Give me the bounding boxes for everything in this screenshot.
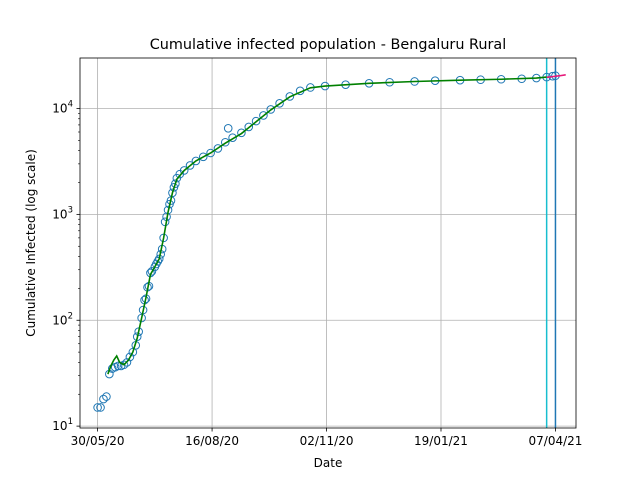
observed-data-point bbox=[285, 92, 295, 101]
y-tick-label: 103 bbox=[52, 205, 73, 221]
fitted-series-line bbox=[107, 76, 547, 375]
tick-layer: 30/05/20 16/08/20 02/11/20 19/01/21 07/04/21… bbox=[52, 100, 582, 448]
x-tick-label: 30/05/20 bbox=[71, 434, 125, 448]
x-tick-label: 07/04/21 bbox=[529, 434, 583, 448]
observed-data-point bbox=[223, 124, 233, 133]
observed-data-point bbox=[198, 152, 208, 162]
x-axis-title: Date bbox=[314, 456, 343, 470]
y-tick-label: 101 bbox=[52, 417, 73, 433]
observed-data-point bbox=[244, 122, 254, 132]
observed-data-point bbox=[191, 156, 201, 166]
observed-data-point bbox=[122, 358, 132, 367]
observed-data-point bbox=[99, 394, 108, 404]
y-tick-base: 10 bbox=[52, 102, 67, 116]
y-tick-base: 10 bbox=[52, 313, 67, 327]
observed-data-point bbox=[96, 403, 105, 412]
x-tick-label: 16/08/20 bbox=[185, 434, 239, 448]
observed-data-point bbox=[251, 116, 261, 126]
observed-data-point bbox=[153, 257, 163, 266]
plot-frame bbox=[79, 57, 577, 429]
observed-data-point bbox=[119, 360, 129, 370]
y-tick-label: 102 bbox=[52, 311, 73, 327]
observed-data-point bbox=[206, 148, 215, 158]
y-tick-label: 104 bbox=[52, 100, 73, 116]
observed-data-point bbox=[266, 105, 276, 114]
observed-data-point bbox=[171, 179, 180, 188]
observed-data-point bbox=[125, 352, 135, 362]
observed-data-point bbox=[275, 99, 284, 108]
series-layer bbox=[93, 71, 566, 412]
y-axis-title: Cumulative Infected (log scale) bbox=[24, 149, 38, 337]
observed-data-point bbox=[102, 392, 111, 401]
forecast-series-line bbox=[546, 74, 566, 79]
y-tick-exponent: 3 bbox=[68, 205, 73, 215]
observed-data-point bbox=[259, 111, 268, 120]
observed-data-point bbox=[185, 161, 195, 170]
chart-title: Cumulative infected population - Bengalu… bbox=[150, 37, 507, 53]
observed-data-point bbox=[147, 266, 157, 276]
y-tick-base: 10 bbox=[52, 419, 67, 433]
y-tick-exponent: 4 bbox=[68, 100, 73, 110]
observed-data-point bbox=[220, 137, 230, 147]
observed-data-point bbox=[237, 128, 246, 138]
y-tick-base: 10 bbox=[52, 207, 67, 221]
y-tick-exponent: 2 bbox=[68, 311, 73, 321]
observed-data-point bbox=[93, 403, 102, 412]
x-tick-label: 02/11/20 bbox=[300, 434, 354, 448]
observed-data-point bbox=[169, 183, 179, 192]
x-tick-label: 19/01/21 bbox=[414, 434, 468, 448]
observed-data-point bbox=[213, 144, 223, 153]
observed-data-point bbox=[179, 166, 189, 175]
y-tick-exponent: 1 bbox=[68, 417, 73, 427]
observed-data-point bbox=[168, 188, 177, 198]
observed-data-point bbox=[228, 133, 237, 143]
vline-layer bbox=[545, 58, 557, 428]
observed-data-point bbox=[113, 361, 123, 371]
